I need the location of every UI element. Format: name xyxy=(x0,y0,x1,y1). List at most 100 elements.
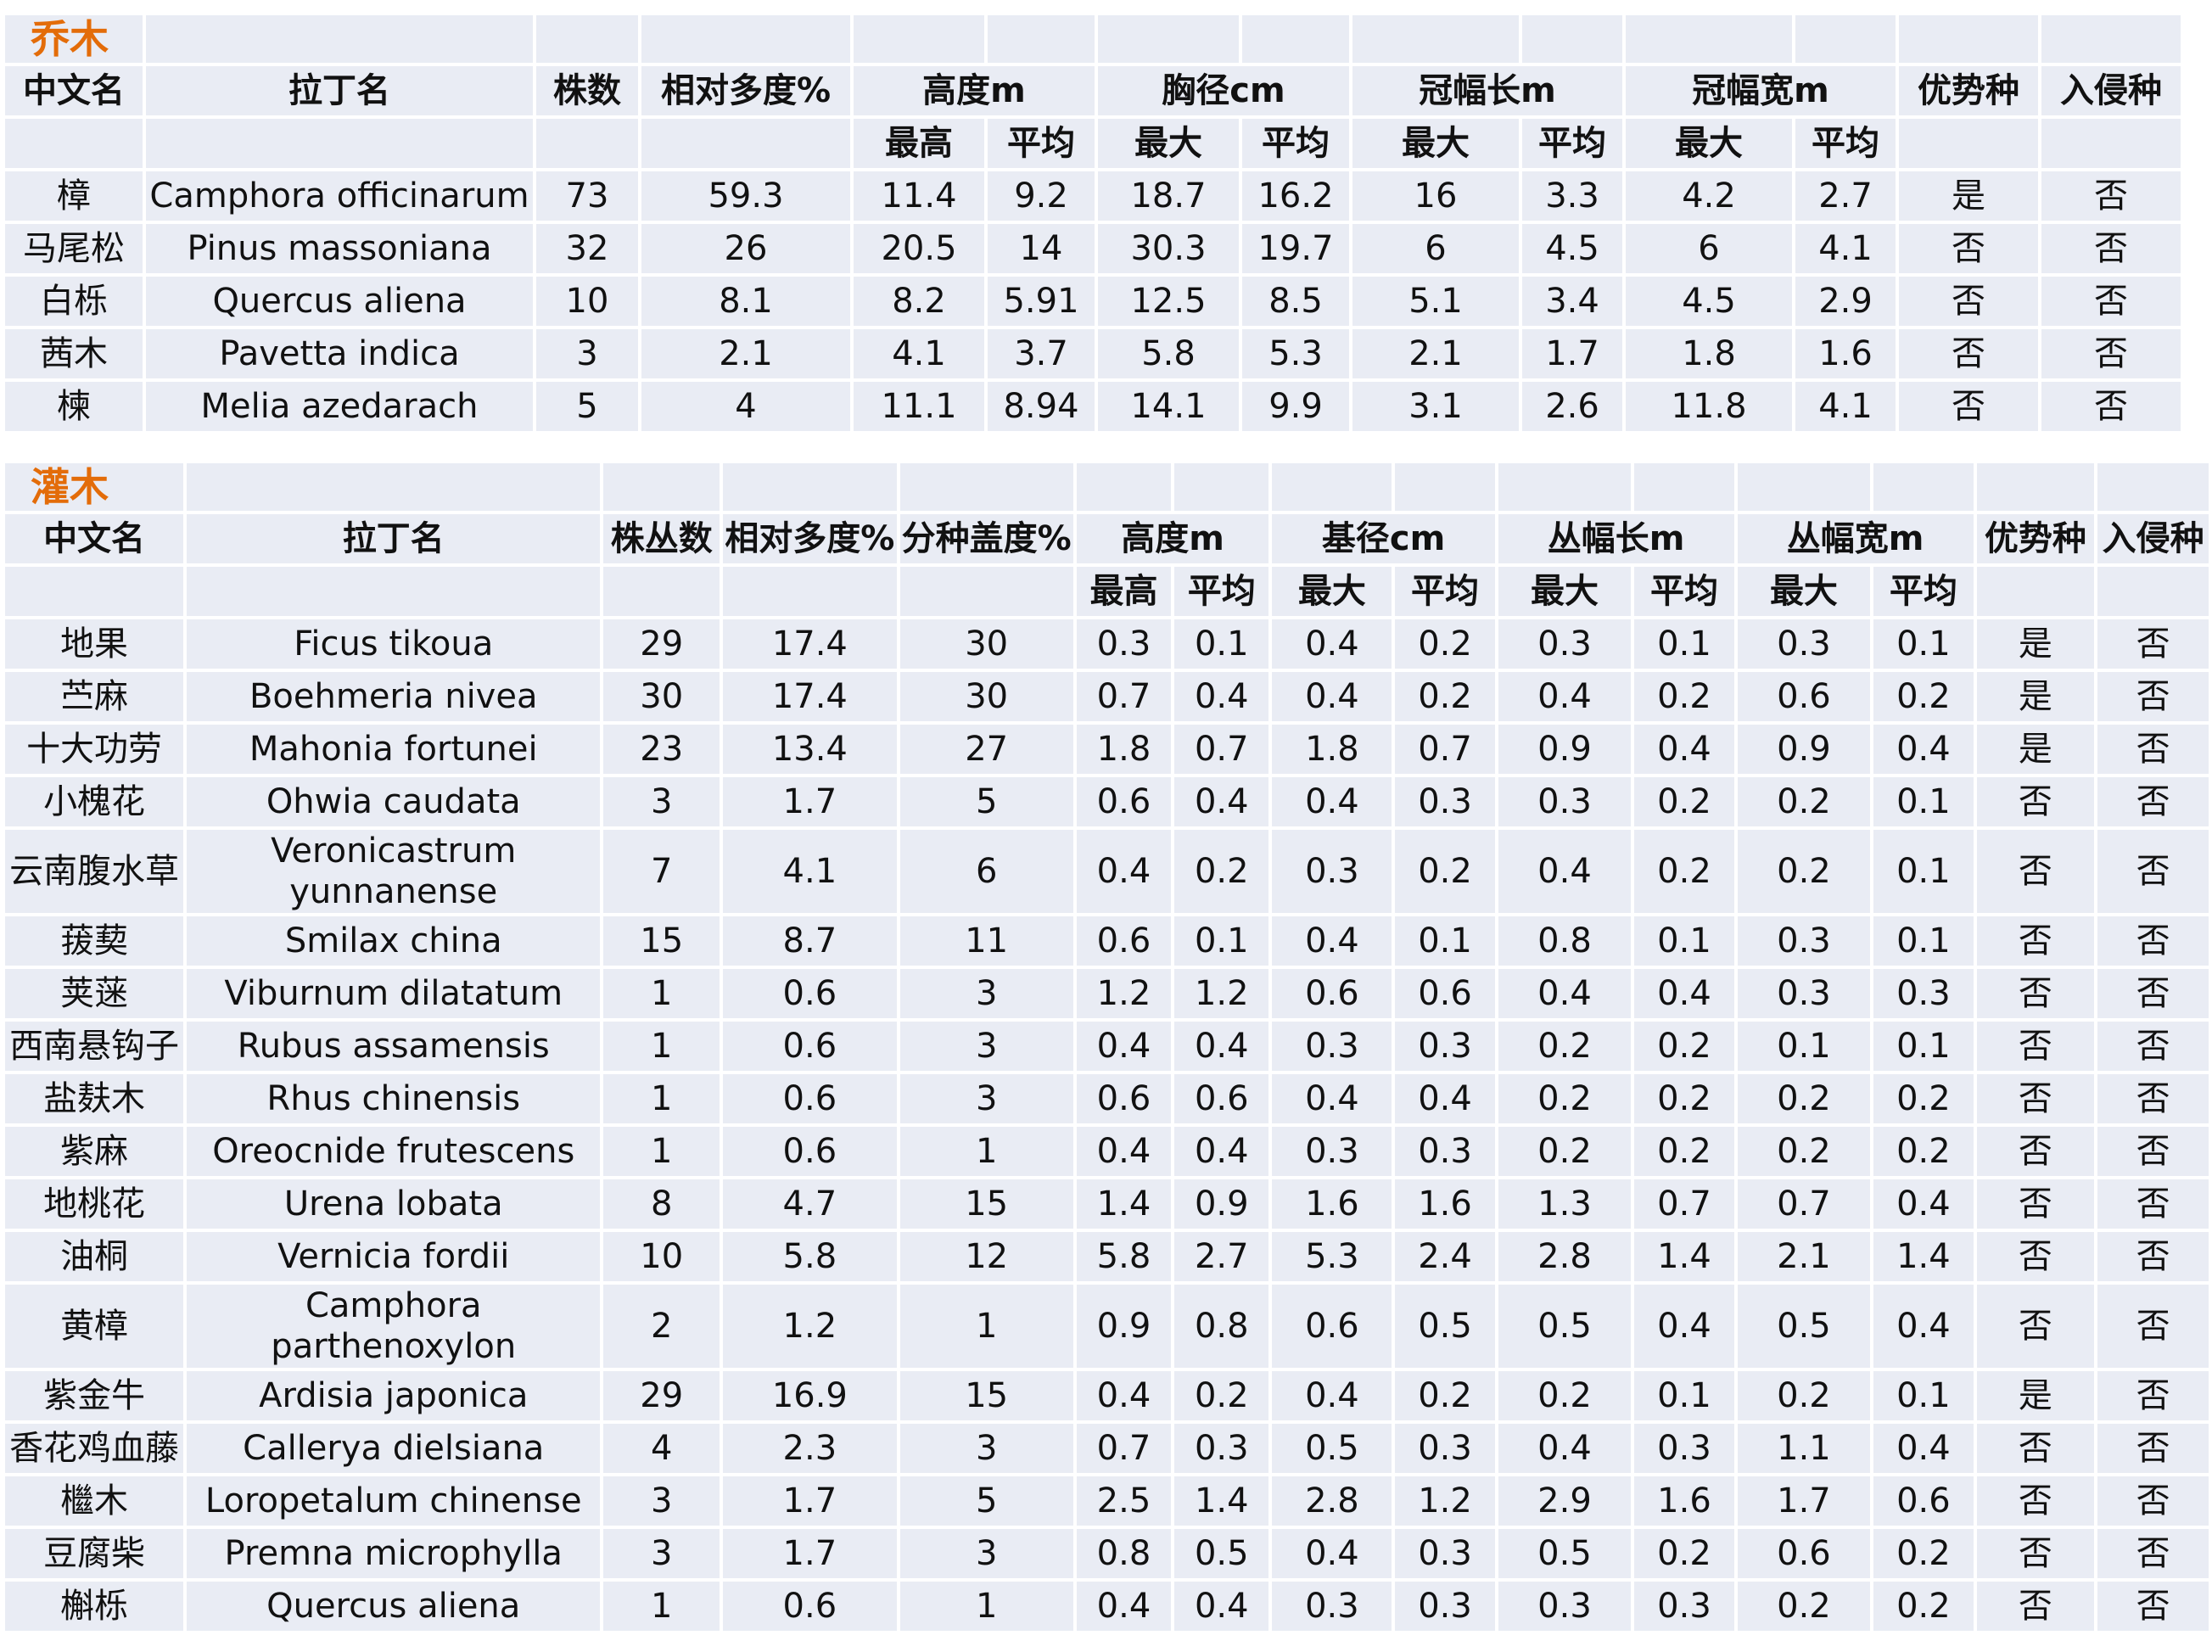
col-header-dominant: 优势种 xyxy=(1899,66,2038,115)
cell-count: 23 xyxy=(603,725,720,774)
cell-h-avg: 9.2 xyxy=(988,171,1095,221)
cell-cover: 15 xyxy=(899,1179,1073,1229)
cell-l-max: 0.2 xyxy=(1498,1074,1632,1123)
cell-h-max: 11.4 xyxy=(854,171,984,221)
subheader-base-avg: 平均 xyxy=(1395,567,1495,616)
cell-w-max: 0.2 xyxy=(1737,777,1871,826)
cell-rel: 0.6 xyxy=(723,1074,897,1123)
col-header-height: 高度m xyxy=(1076,514,1269,563)
cell-cw-avg: 2.7 xyxy=(1795,171,1896,221)
cell-w-avg: 0.2 xyxy=(1873,1074,1974,1123)
cell-l-max: 0.3 xyxy=(1498,777,1632,826)
cell-cw-max: 4.2 xyxy=(1626,171,1792,221)
cell-cover: 27 xyxy=(899,725,1073,774)
cell-dom: 否 xyxy=(1899,224,2038,273)
cell-w-max: 1.1 xyxy=(1737,1424,1871,1473)
cell-b-avg: 0.3 xyxy=(1395,777,1495,826)
col-header-invasive: 入侵种 xyxy=(2041,66,2181,115)
cell-b-max: 0.3 xyxy=(1272,1127,1392,1176)
cell-l-avg: 0.2 xyxy=(1634,777,1734,826)
cell-w-avg: 0.1 xyxy=(1873,619,1974,669)
cell-rel: 17.4 xyxy=(723,619,897,669)
cell-cw-avg: 1.6 xyxy=(1795,329,1896,378)
cell-h-max: 0.6 xyxy=(1076,1074,1172,1123)
cell-latin: Camphora parthenoxylon xyxy=(187,1285,601,1368)
cell-cn: 地果 xyxy=(5,619,184,669)
cell-count: 29 xyxy=(603,619,720,669)
cell-l-max: 2.8 xyxy=(1498,1232,1632,1281)
cell-l-avg: 0.4 xyxy=(1634,1285,1734,1368)
cell-l-max: 0.8 xyxy=(1498,916,1632,966)
cell-rel: 0.6 xyxy=(723,969,897,1018)
cell-w-avg: 0.2 xyxy=(1873,1127,1974,1176)
cell-d-max: 14.1 xyxy=(1098,382,1239,431)
cell-count: 1 xyxy=(603,1127,720,1176)
cell-h-avg: 0.4 xyxy=(1174,672,1269,721)
cell-dom: 否 xyxy=(1976,969,2095,1018)
cell-inv: 否 xyxy=(2041,329,2181,378)
cell-h-max: 11.1 xyxy=(854,382,984,431)
cell-rel: 16.9 xyxy=(723,1371,897,1420)
cell-rel: 8.1 xyxy=(641,277,850,326)
table-row: 樟 Camphora officinarum 73 59.3 11.4 9.2 18.7 16… xyxy=(5,171,2181,221)
table-row: 茜木 Pavetta indica 3 2.1 4.1 3.7 5.8 5.3 2.1 1.7 1.… xyxy=(5,329,2181,378)
cell-b-avg: 0.2 xyxy=(1395,1371,1495,1420)
cell-b-avg: 0.6 xyxy=(1395,969,1495,1018)
cell-dom: 否 xyxy=(1976,1285,2095,1368)
cell-b-max: 0.4 xyxy=(1272,777,1392,826)
table-row: 紫金牛 Ardisia japonica 29 16.9 15 0.4 0.2 0.4 0.2 0… xyxy=(5,1371,2209,1420)
cell-b-avg: 0.3 xyxy=(1395,1529,1495,1578)
cell-inv: 否 xyxy=(2097,1127,2209,1176)
cell-inv: 否 xyxy=(2097,1074,2209,1123)
cell-h-avg: 0.7 xyxy=(1174,725,1269,774)
cell-d-avg: 5.3 xyxy=(1242,329,1349,378)
cell-cw-avg: 4.1 xyxy=(1795,382,1896,431)
cell-rel: 1.7 xyxy=(723,777,897,826)
cell-h-avg: 0.4 xyxy=(1174,1582,1269,1631)
cell-w-max: 1.7 xyxy=(1737,1476,1871,1526)
cell-latin-line2: parthenoxylon xyxy=(271,1327,517,1366)
cell-count: 8 xyxy=(603,1179,720,1229)
cell-l-max: 0.4 xyxy=(1498,1424,1632,1473)
cell-h-avg: 8.94 xyxy=(988,382,1095,431)
cell-cl-avg: 3.4 xyxy=(1522,277,1622,326)
cell-latin: Ardisia japonica xyxy=(187,1371,601,1420)
cell-h-max: 1.4 xyxy=(1076,1179,1172,1229)
subheader-dbh-avg: 平均 xyxy=(1242,119,1349,168)
col-header-rel: 相对多度% xyxy=(641,66,850,115)
cell-dom: 否 xyxy=(1976,1179,2095,1229)
cell-cn: 槲栎 xyxy=(5,1582,184,1631)
cell-cn: 豆腐柴 xyxy=(5,1529,184,1578)
cell-latin: Premna microphylla xyxy=(187,1529,601,1578)
cell-cover: 5 xyxy=(899,1476,1073,1526)
table-row: 小槐花 Ohwia caudata 3 1.7 5 0.6 0.4 0.4 0.3 0.3 0.2 0… xyxy=(5,777,2209,826)
cell-latin: Quercus aliena xyxy=(187,1582,601,1631)
cell-inv: 否 xyxy=(2097,1371,2209,1420)
cell-b-max: 0.3 xyxy=(1272,1582,1392,1631)
cell-cn: 小槐花 xyxy=(5,777,184,826)
cell-inv: 否 xyxy=(2097,1179,2209,1229)
col-header-cover: 分种盖度% xyxy=(899,514,1073,563)
shrub-table: 灌木 中文名 拉丁名 株丛数 相对多度% 分种盖度% 高度m 基径cm 丛幅长m… xyxy=(2,460,2212,1634)
cell-cn: 樟 xyxy=(5,171,143,221)
cell-dom: 否 xyxy=(1899,277,2038,326)
cell-latin: Rhus chinensis xyxy=(187,1074,601,1123)
col-header-clump-wid: 丛幅宽m xyxy=(1737,514,1974,563)
cell-rel: 0.6 xyxy=(723,1582,897,1631)
cell-count: 73 xyxy=(536,171,638,221)
cell-w-max: 0.9 xyxy=(1737,725,1871,774)
cell-d-max: 18.7 xyxy=(1098,171,1239,221)
cell-cl-max: 16 xyxy=(1352,171,1519,221)
table-row: 地果 Ficus tikoua 29 17.4 30 0.3 0.1 0.4 0.2 0.3 0.1… xyxy=(5,619,2209,669)
cell-cn: 云南腹水草 xyxy=(5,830,184,913)
cell-latin-line2: yunnanense xyxy=(289,872,498,911)
cell-inv: 否 xyxy=(2097,1285,2209,1368)
table-row: 苎麻 Boehmeria nivea 30 17.4 30 0.7 0.4 0.4 0.2 0.4… xyxy=(5,672,2209,721)
cell-dom: 否 xyxy=(1976,1476,2095,1526)
cell-latin: Quercus aliena xyxy=(146,277,533,326)
cell-inv: 否 xyxy=(2097,1529,2209,1578)
cell-inv: 否 xyxy=(2097,916,2209,966)
cell-cn: 马尾松 xyxy=(5,224,143,273)
cell-dom: 否 xyxy=(1976,916,2095,966)
cell-b-max: 0.3 xyxy=(1272,830,1392,913)
